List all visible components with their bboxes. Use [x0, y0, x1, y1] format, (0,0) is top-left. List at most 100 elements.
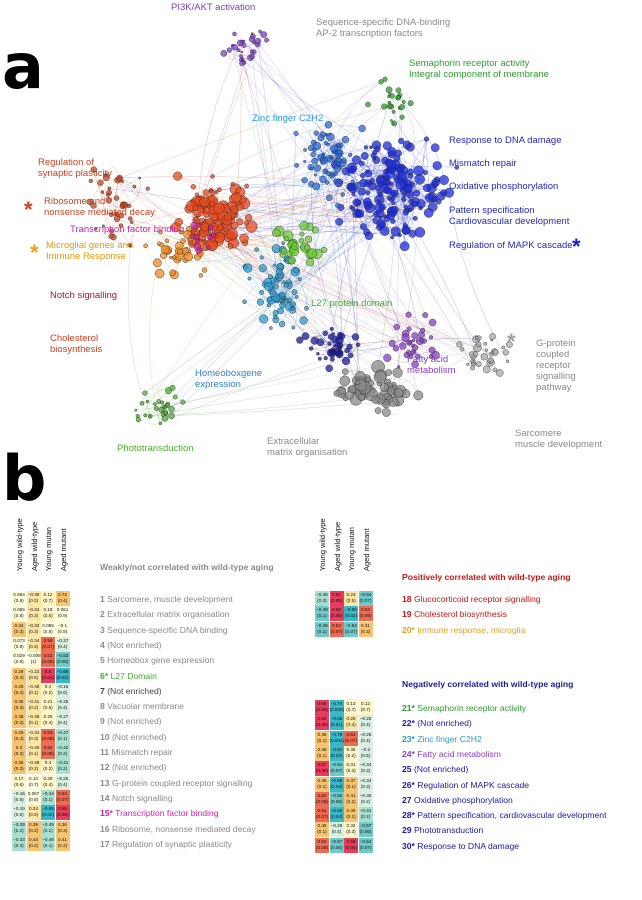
network-node [423, 183, 432, 193]
cell-correlation: 0.52 [317, 838, 327, 844]
module-label: (Not enriched) [414, 718, 472, 729]
network-label-dnadmg: Response to DNA damage [449, 135, 562, 146]
network-edge [323, 141, 336, 155]
cell-correlation: 0.085 [42, 622, 54, 628]
heatmap-cell: −0.47 (0.1) [55, 728, 70, 744]
network-node [168, 406, 175, 413]
heatmap-cell: −0.57 (0.05) [329, 837, 344, 853]
cell-correlation: 0.13 [346, 701, 356, 706]
network-node [414, 174, 425, 185]
network-node [115, 212, 120, 217]
network-node [383, 353, 392, 362]
cell-pvalue: (0.2) [57, 766, 68, 772]
network-node [105, 197, 113, 204]
heatmap-cell: 0.52 (0.09) [315, 837, 329, 853]
network-node [291, 325, 296, 330]
network-node [411, 332, 419, 339]
network-node [189, 233, 196, 240]
cell-correlation: −0.25 [56, 699, 69, 705]
cell-pvalue: (0.1) [346, 783, 356, 789]
network-edge [212, 192, 485, 357]
network-node [293, 130, 299, 136]
cell-pvalue: (0.3) [14, 705, 24, 711]
cell-correlation: −0.66 [56, 668, 69, 674]
module-number: 8 [100, 701, 105, 712]
heatmap-cell: −0.53 (0.08) [55, 652, 70, 668]
network-edge [311, 342, 411, 352]
cell-correlation: 0.29 [14, 729, 24, 735]
cell-pvalue: (0.7) [346, 707, 356, 712]
network-node [399, 342, 407, 350]
module-number: 2 [100, 609, 105, 620]
cell-correlation: 0.4 [44, 760, 52, 766]
network-node [355, 342, 361, 348]
heatmap-cell: −0.2 (0.5) [358, 745, 373, 761]
network-node [376, 199, 381, 204]
network-edge [310, 254, 423, 331]
network-node [341, 157, 347, 163]
cell-pvalue: (0.004) [329, 737, 345, 743]
cell-pvalue: (0.09) [41, 659, 54, 665]
network-node [178, 229, 184, 235]
network-node [394, 388, 404, 398]
heatmap-cell: 0.32 (0.3) [344, 822, 358, 838]
heatmap-cell: −0.0089 (1) [26, 652, 43, 668]
cell-correlation: 0.29 [14, 668, 24, 674]
heatmap-cell: 0.35 (0.3) [12, 759, 26, 775]
cell-correlation: 0.31 [361, 622, 370, 628]
cell-correlation: 0.12 [43, 592, 53, 597]
module-label: (Not enriched) [104, 639, 162, 650]
network-edge [145, 412, 161, 424]
network-edge [253, 42, 376, 221]
network-node [387, 147, 397, 157]
module-row-label: 14 Notch signalling [100, 793, 173, 803]
module-row-label: 24* Fatty acid metabolism [402, 749, 501, 759]
module-label: Transcription factor binding [112, 808, 219, 819]
network-node [282, 280, 286, 284]
cell-correlation: −0.48 [42, 836, 54, 842]
network-node [484, 348, 488, 352]
cell-pvalue: (0.8) [14, 598, 24, 603]
network-node [299, 231, 305, 237]
network-node [97, 179, 104, 186]
network-label-ap2: Sequence-specific DNA-binding AP-2 trans… [316, 17, 451, 39]
network-node [331, 156, 335, 160]
network-node [195, 238, 200, 244]
network-node [330, 144, 338, 153]
network-node [251, 49, 257, 55]
network-node [258, 264, 267, 273]
cell-pvalue: (0.2) [28, 766, 39, 772]
network-edge [121, 181, 401, 392]
network-node [169, 384, 176, 391]
cell-pvalue: (0.1) [43, 842, 53, 848]
network-label-synplast: Regulation of synaptic plasticity [38, 157, 112, 179]
cell-pvalue: (0.3) [14, 751, 24, 756]
cell-correlation: 0.58 [58, 806, 67, 812]
network-label-ecm: Extracellular matrix organisation [267, 436, 348, 458]
network-node [169, 255, 173, 260]
network-node [118, 223, 124, 228]
cell-correlation: 0.3 [15, 745, 23, 750]
heatmap-cell: 0.13 (0.7) [26, 774, 41, 790]
network-node [210, 174, 215, 179]
network-node [244, 183, 249, 189]
heatmap-cell: −0.25 (0.4) [55, 774, 70, 790]
heatmap-cell: 0.25 (0.4) [344, 715, 358, 731]
network-node [317, 356, 322, 361]
network-node [155, 268, 165, 279]
network-node [260, 31, 268, 38]
network-node [226, 228, 238, 240]
cell-correlation: −0.59 [330, 777, 343, 783]
heatmap-cell: 0.13 (0.7) [344, 700, 358, 715]
network-node [397, 233, 402, 238]
network-edge [342, 194, 362, 386]
network-node [391, 200, 396, 206]
network-node [132, 184, 137, 189]
network-node [224, 212, 232, 221]
cell-correlation: −0.54 [359, 838, 372, 844]
network-node [395, 179, 407, 191]
heatmap-cell: 0.29 (0.4) [12, 667, 26, 683]
cell-pvalue: (0.08) [315, 798, 328, 804]
heatmap-cell: 0.59 (0.07) [41, 636, 55, 652]
heatmap-cell: 0.4 (0.2) [41, 682, 55, 698]
